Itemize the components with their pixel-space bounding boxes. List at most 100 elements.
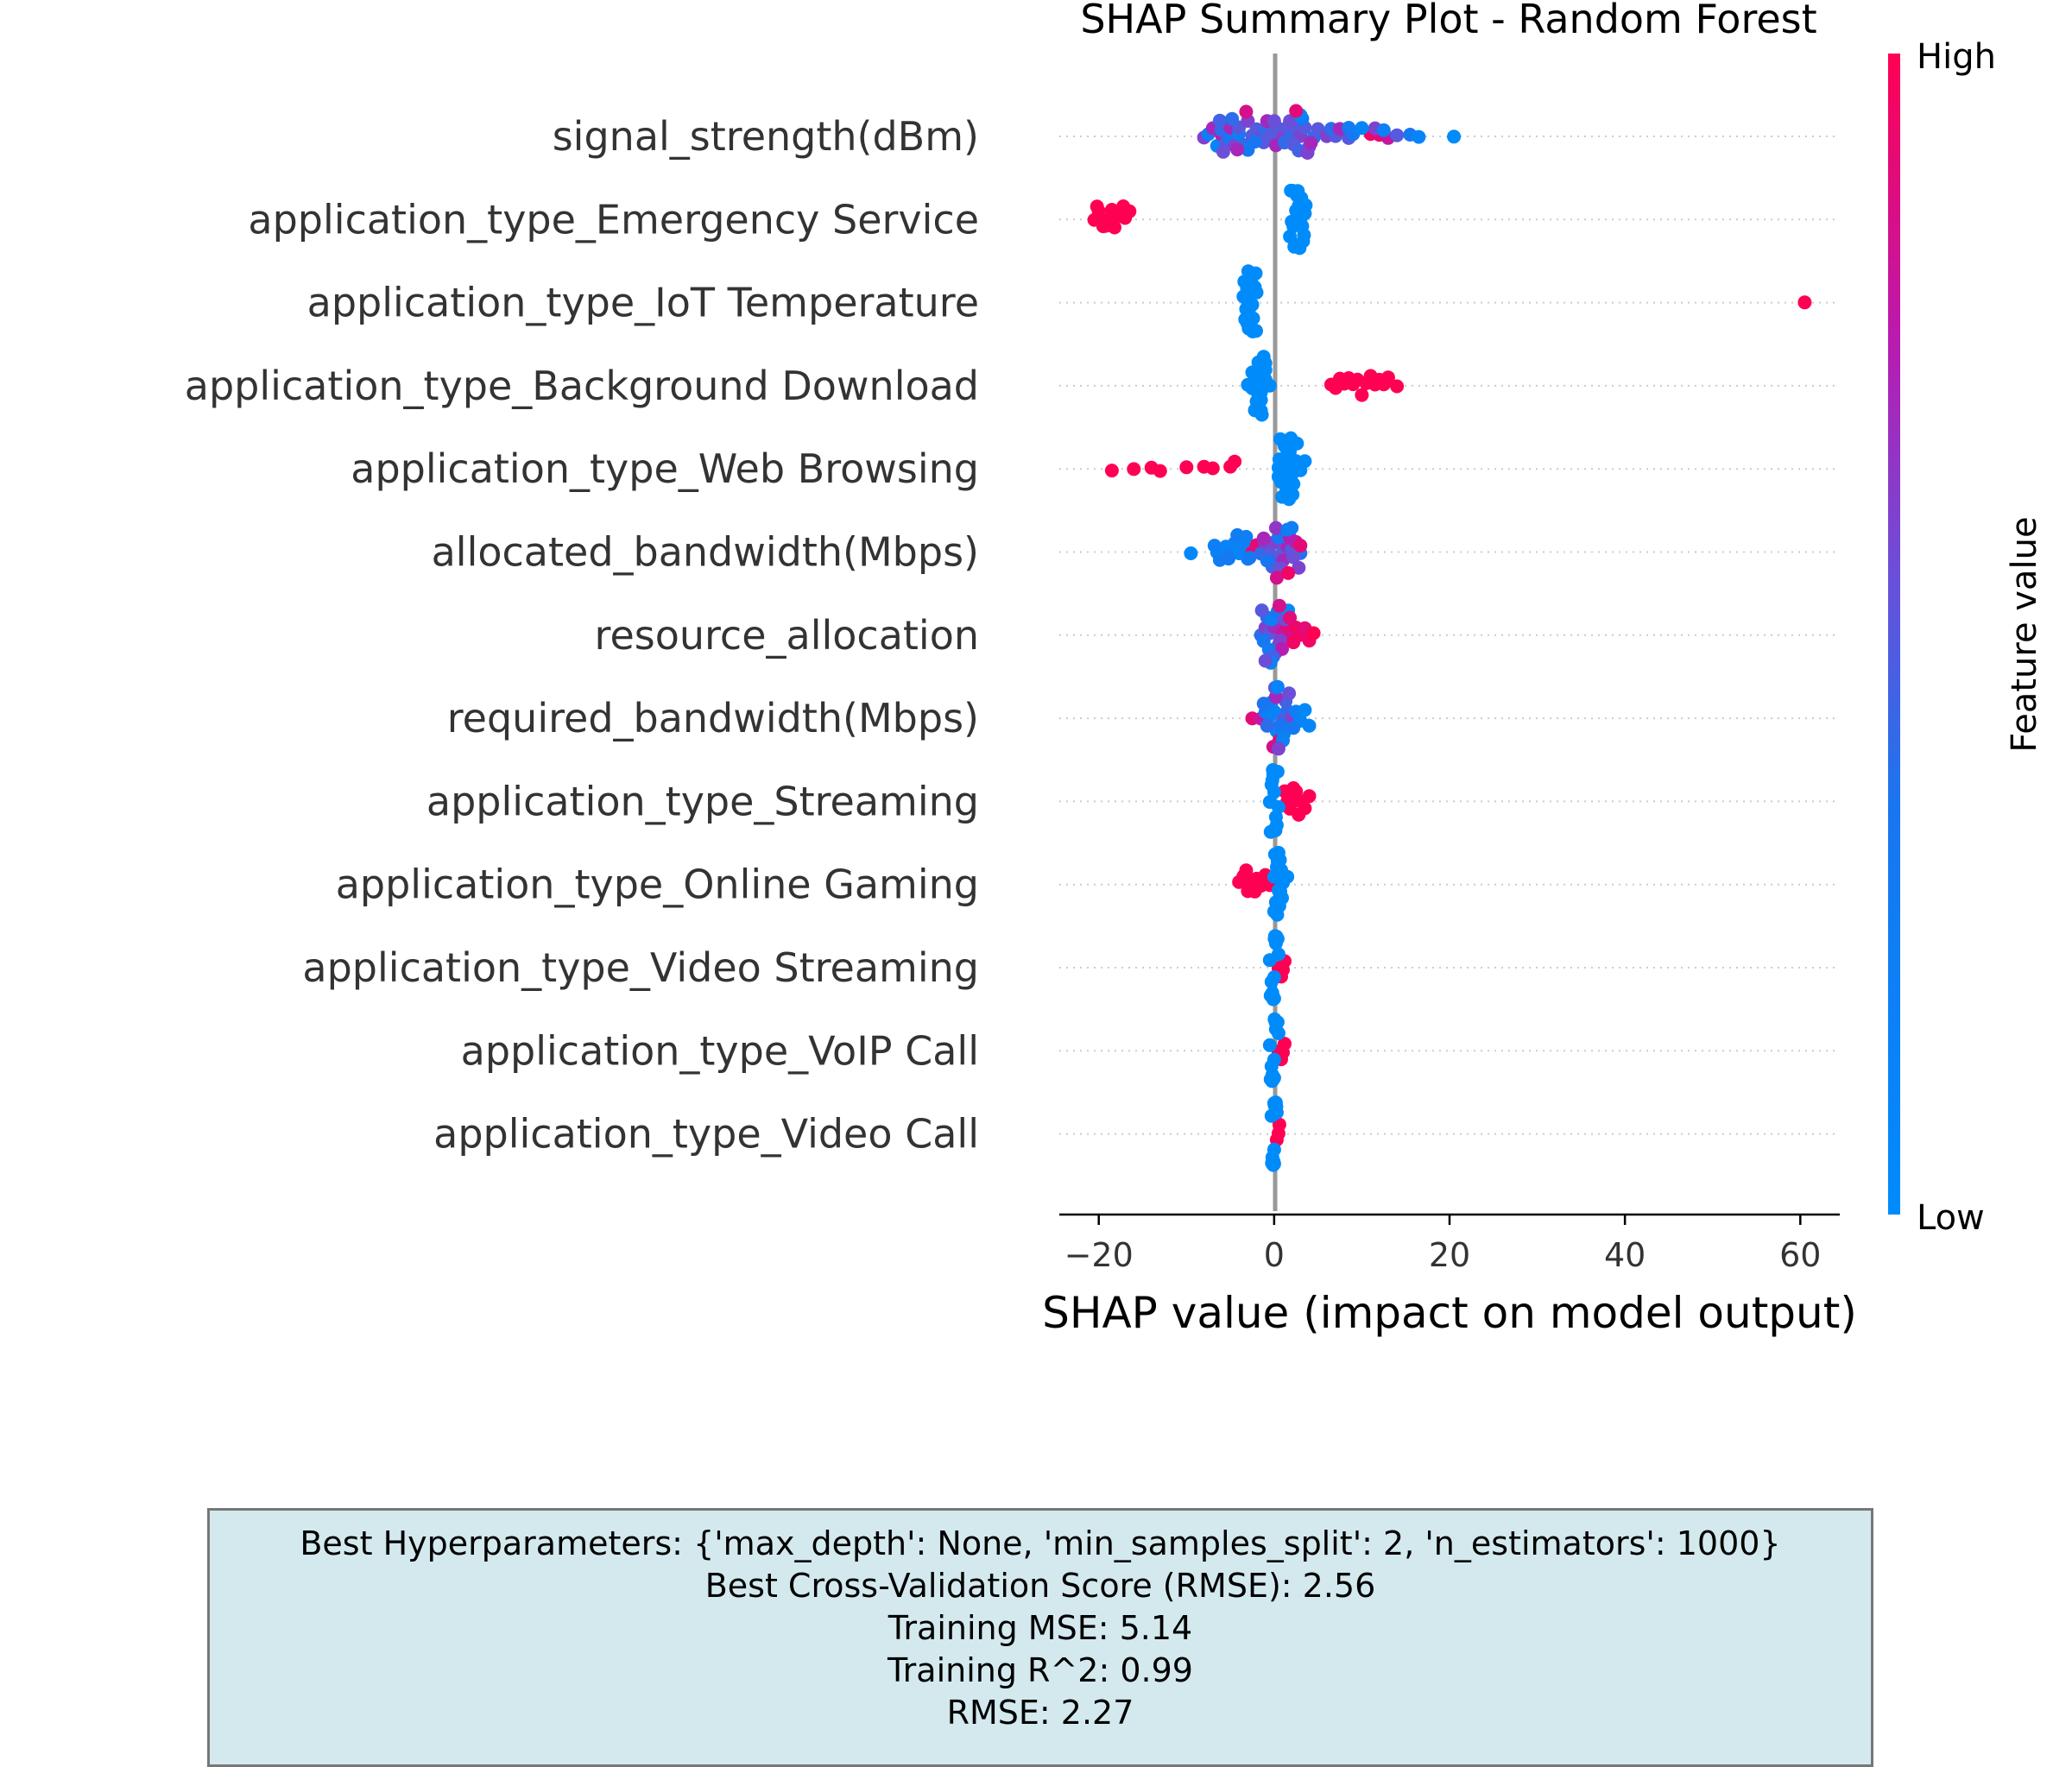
shap-point	[1270, 907, 1285, 922]
shap-point	[1273, 853, 1287, 868]
shap-point	[1258, 653, 1273, 668]
shap-point	[1284, 431, 1298, 445]
shap-point	[1380, 370, 1395, 385]
shap-point	[1239, 863, 1254, 878]
shap-point	[1242, 551, 1257, 565]
shap-point	[1355, 388, 1369, 402]
shap-point	[1267, 931, 1282, 946]
feature-label: signal_strength(dBm)	[553, 113, 979, 160]
shap-point	[1246, 325, 1260, 338]
shap-point	[1342, 121, 1356, 135]
shap-point	[1254, 603, 1269, 618]
shap-point	[1090, 199, 1104, 214]
shap-point	[1241, 264, 1255, 279]
feature-label: application_type_Video Streaming	[302, 944, 979, 991]
feature-label: application_type_VoIP Call	[461, 1027, 979, 1074]
shap-point	[1272, 598, 1286, 613]
shap-point	[1412, 129, 1426, 144]
shap-point	[1248, 135, 1262, 149]
shap-point	[1268, 521, 1283, 535]
shap-point	[1248, 884, 1262, 899]
shap-point	[1283, 114, 1298, 129]
shap-point	[1260, 718, 1274, 733]
shap-point	[1267, 1096, 1281, 1110]
colorbar-low-label: Low	[1917, 1198, 1985, 1238]
training-r2: Training R^2: 0.99	[888, 1651, 1193, 1689]
feature-label: application_type_Emergency Service	[248, 196, 979, 243]
shap-point	[1245, 365, 1260, 380]
shap-point	[1306, 626, 1321, 641]
x-tick-label: 40	[1604, 1236, 1646, 1274]
model-metrics-box: Best Hyperparameters: {'max_depth': None…	[207, 1508, 1873, 1767]
x-tick-label: 60	[1779, 1236, 1821, 1274]
shap-point	[1265, 1074, 1279, 1089]
shap-point	[1273, 432, 1287, 446]
shap-point	[1281, 565, 1296, 580]
rmse: RMSE: 2.27	[946, 1694, 1134, 1732]
shap-point	[1216, 144, 1230, 159]
shap-point	[1286, 487, 1300, 502]
shap-point	[1272, 452, 1286, 467]
shap-points	[1087, 104, 1812, 1172]
shap-point	[1108, 220, 1121, 235]
shap-point	[1298, 454, 1312, 469]
shap-point	[1275, 891, 1289, 906]
shap-point	[1298, 801, 1312, 816]
colorbar-title: Feature value	[2005, 516, 2044, 752]
shap-point	[1184, 546, 1198, 560]
shap-point	[1264, 975, 1279, 989]
shap-point	[1289, 104, 1304, 118]
feature-label: application_type_Video Call	[433, 1111, 979, 1158]
shap-point	[1296, 234, 1311, 249]
shap-point	[1286, 635, 1301, 650]
shap-point	[1239, 529, 1254, 544]
shap-point	[1293, 539, 1308, 552]
shap-point	[1104, 464, 1119, 478]
feature-label: application_type_Streaming	[426, 778, 979, 824]
shap-point	[1205, 461, 1220, 476]
shap-point	[1268, 824, 1283, 837]
shap-point	[1376, 123, 1391, 137]
shap-point	[1179, 460, 1194, 475]
training-mse: Training MSE: 5.14	[888, 1609, 1193, 1647]
shap-point	[1302, 789, 1317, 804]
shap-point	[1230, 142, 1245, 157]
shap-point	[1282, 686, 1297, 701]
x-tick-label: 0	[1264, 1236, 1285, 1274]
shap-point	[1278, 1037, 1292, 1051]
x-tick-label: −20	[1064, 1236, 1134, 1274]
feature-label: application_type_Background Download	[185, 363, 979, 409]
shap-point	[1447, 129, 1462, 144]
shap-point	[1355, 121, 1369, 136]
shap-point	[1267, 1012, 1282, 1026]
shap-point	[1797, 295, 1812, 310]
chart-title: SHAP Summary Plot - Random Forest	[1080, 0, 1816, 42]
shap-point	[1265, 988, 1279, 1003]
shap-point	[1292, 560, 1306, 575]
shap-point	[1228, 454, 1242, 469]
shap-point	[1222, 552, 1235, 566]
shap-point	[1390, 379, 1405, 394]
shap-point	[1225, 111, 1240, 126]
shap-point	[1285, 521, 1299, 535]
shap-point	[1271, 742, 1286, 756]
shap-point	[1342, 371, 1356, 385]
feature-label: application_type_Web Browsing	[351, 445, 979, 492]
shap-point	[1239, 104, 1254, 119]
shap-point	[1266, 763, 1280, 777]
shap-point	[1271, 470, 1286, 484]
shap-point	[1262, 1038, 1277, 1052]
colorbar	[1888, 54, 1900, 1215]
shap-point	[1390, 128, 1405, 142]
shap-point	[1271, 947, 1286, 962]
shap-point	[1260, 553, 1274, 568]
best-hyperparameters: Best Hyperparameters: {'max_depth': None…	[300, 1524, 1781, 1562]
shap-point	[1269, 571, 1284, 585]
shap-point	[1144, 460, 1159, 475]
shap-point	[1278, 784, 1292, 798]
x-axis-ticks: −20 0 20 40 60	[1064, 1215, 1821, 1274]
best-cv-score: Best Cross-Validation Score (RMSE): 2.56	[704, 1567, 1376, 1605]
feature-label: application_type_Online Gaming	[336, 861, 979, 908]
shap-point	[1212, 113, 1227, 128]
